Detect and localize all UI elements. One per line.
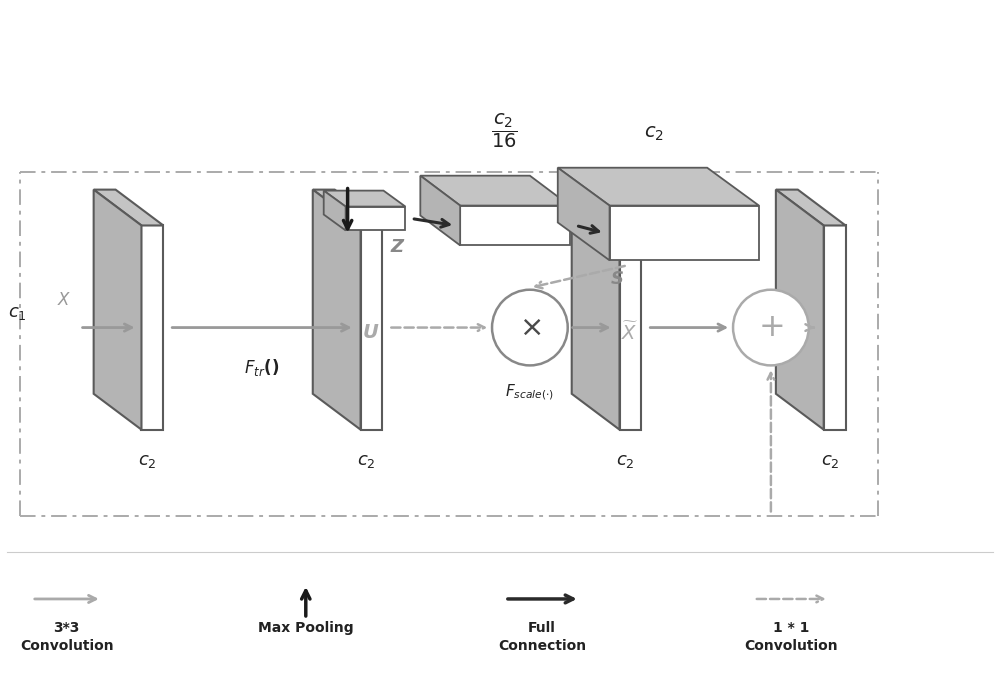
Text: $\boldsymbol{F_{tr}()}$: $\boldsymbol{F_{tr}()}$ bbox=[244, 358, 280, 378]
Polygon shape bbox=[420, 175, 460, 245]
Polygon shape bbox=[420, 175, 570, 206]
Text: 3*3
Convolution: 3*3 Convolution bbox=[20, 621, 114, 653]
Circle shape bbox=[733, 290, 809, 365]
Text: $+$: $+$ bbox=[758, 312, 784, 343]
Text: $\boldsymbol{U}$: $\boldsymbol{U}$ bbox=[362, 323, 379, 342]
Polygon shape bbox=[620, 225, 641, 429]
Text: $\boldsymbol{c_2}$: $\boldsymbol{c_2}$ bbox=[138, 451, 157, 469]
Text: $\boldsymbol{F_{scale(\cdot)}}$: $\boldsymbol{F_{scale(\cdot)}}$ bbox=[505, 382, 554, 402]
Text: Max Pooling: Max Pooling bbox=[258, 621, 354, 635]
Text: $\times$: $\times$ bbox=[519, 314, 541, 342]
Polygon shape bbox=[558, 168, 759, 206]
Text: $\boldsymbol{c_2}$: $\boldsymbol{c_2}$ bbox=[821, 451, 839, 469]
Text: Full
Connection: Full Connection bbox=[498, 621, 586, 653]
Polygon shape bbox=[572, 190, 620, 429]
Text: 1 * 1
Convolution: 1 * 1 Convolution bbox=[744, 621, 838, 653]
Polygon shape bbox=[313, 190, 361, 429]
Polygon shape bbox=[572, 190, 641, 225]
Polygon shape bbox=[776, 190, 846, 225]
Polygon shape bbox=[558, 168, 610, 260]
Text: $\boldsymbol{\dfrac{c_2}{16}}$: $\boldsymbol{\dfrac{c_2}{16}}$ bbox=[491, 112, 517, 150]
Circle shape bbox=[492, 290, 568, 365]
Text: $\boldsymbol{c_2}$: $\boldsymbol{c_2}$ bbox=[357, 451, 376, 469]
Text: $\widetilde{X}$: $\widetilde{X}$ bbox=[621, 321, 638, 344]
Polygon shape bbox=[824, 225, 846, 429]
Polygon shape bbox=[346, 207, 405, 230]
Text: $\boldsymbol{c_2}$: $\boldsymbol{c_2}$ bbox=[644, 124, 664, 142]
Text: $\boldsymbol{c_1}$: $\boldsymbol{c_1}$ bbox=[8, 303, 27, 322]
Polygon shape bbox=[324, 190, 405, 207]
Polygon shape bbox=[324, 190, 346, 230]
Text: $X$: $X$ bbox=[57, 290, 71, 309]
Polygon shape bbox=[361, 225, 382, 429]
Text: $\boldsymbol{c_2}$: $\boldsymbol{c_2}$ bbox=[616, 451, 635, 469]
Text: $\boldsymbol{Z}$: $\boldsymbol{Z}$ bbox=[390, 238, 406, 256]
Polygon shape bbox=[610, 206, 759, 260]
Text: $\boldsymbol{S}$: $\boldsymbol{S}$ bbox=[610, 271, 624, 288]
Polygon shape bbox=[776, 190, 824, 429]
Polygon shape bbox=[460, 206, 570, 245]
Polygon shape bbox=[94, 190, 163, 225]
Polygon shape bbox=[141, 225, 163, 429]
Polygon shape bbox=[313, 190, 382, 225]
Polygon shape bbox=[94, 190, 141, 429]
